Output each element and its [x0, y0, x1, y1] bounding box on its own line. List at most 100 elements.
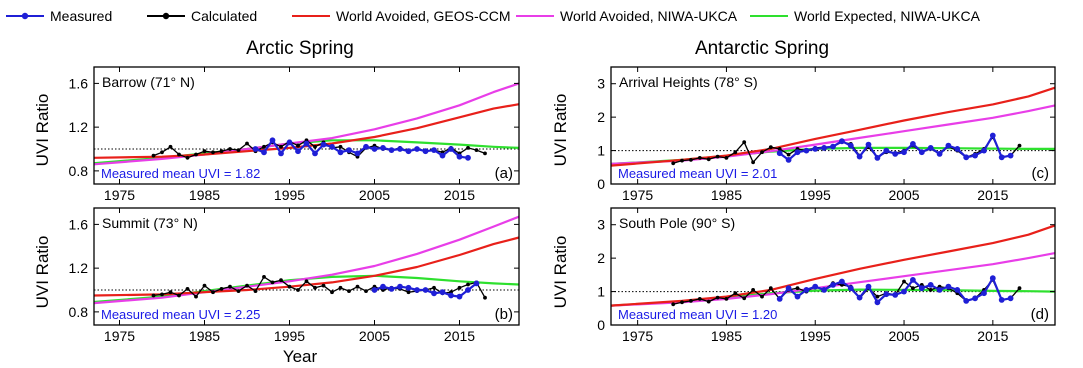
point-calculated: [338, 285, 343, 290]
point-calculated: [689, 299, 693, 303]
point-measured: [812, 283, 819, 290]
point-measured: [989, 275, 996, 282]
point-measured: [821, 145, 827, 151]
series-line-wa_geos: [93, 236, 520, 297]
ytick-label: 1.2: [69, 260, 89, 276]
point-measured: [972, 152, 978, 159]
point-measured: [465, 287, 471, 293]
ytick-label: 0.8: [69, 304, 89, 320]
point-measured: [431, 147, 437, 154]
point-calculated: [168, 144, 173, 149]
xtick-label: 2005: [888, 328, 919, 344]
point-calculated: [671, 161, 676, 166]
panel-letter: (d): [1031, 306, 1049, 323]
mean-uvi-label: Measured mean UVI = 1.82: [101, 166, 260, 181]
point-calculated: [313, 285, 317, 290]
point-calculated: [760, 150, 764, 155]
column-title-left: Arctic Spring: [246, 38, 354, 59]
ytick-label: 1.6: [69, 216, 89, 232]
point-calculated: [347, 289, 351, 293]
site-label: South Pole (90° S): [619, 215, 735, 231]
series-line-wa_geos: [610, 86, 1056, 167]
mean-uvi-label: Measured mean UVI = 2.25: [101, 307, 260, 322]
legend-marker-measured: [21, 12, 29, 20]
xtick-label: 1985: [189, 187, 220, 203]
point-calculated: [466, 146, 470, 150]
point-measured: [303, 140, 310, 147]
point-measured: [954, 146, 961, 152]
point-measured: [918, 149, 925, 156]
point-calculated: [742, 140, 747, 145]
ytick-label: 1: [597, 284, 605, 300]
ytick-label: 2: [597, 250, 605, 266]
point-measured: [405, 148, 412, 155]
legend-label-measured: Measured: [50, 8, 112, 24]
point-calculated: [751, 160, 755, 165]
point-measured: [414, 287, 420, 293]
point-measured: [989, 132, 996, 139]
point-calculated: [786, 152, 791, 157]
point-measured: [363, 143, 369, 150]
point-calculated: [185, 155, 190, 160]
point-measured: [821, 287, 827, 293]
point-measured: [312, 150, 318, 157]
xtick-label: 1975: [104, 328, 135, 344]
point-measured: [261, 149, 267, 156]
point-measured: [998, 154, 1005, 161]
ytick-label: 3: [597, 217, 605, 233]
legend-label-wa_niwa: World Avoided, NIWA-UKCA: [560, 8, 738, 24]
point-measured: [874, 155, 881, 161]
point-calculated: [680, 300, 684, 305]
point-measured: [856, 153, 863, 160]
point-measured: [414, 146, 420, 152]
point-measured: [945, 283, 952, 290]
series-line-calculated: [153, 276, 486, 299]
point-calculated: [689, 158, 693, 162]
point-measured: [910, 277, 916, 283]
point-calculated: [338, 144, 343, 149]
xtick-label: 1985: [189, 328, 220, 344]
point-calculated: [211, 290, 215, 295]
point-calculated: [1017, 286, 1022, 291]
point-measured: [295, 148, 301, 155]
point-calculated: [236, 289, 241, 293]
plot-frame: [610, 207, 1056, 326]
xtick-label: 2015: [977, 187, 1008, 203]
point-calculated: [680, 158, 684, 163]
point-calculated: [330, 290, 334, 295]
point-measured: [329, 143, 335, 150]
ylabel-top-left: UVI Ratio: [33, 94, 52, 167]
point-calculated: [742, 296, 747, 301]
point-calculated: [245, 283, 249, 288]
point-calculated: [228, 284, 232, 289]
point-measured: [388, 286, 395, 292]
point-measured: [252, 146, 259, 152]
xtick-label: 1995: [274, 328, 305, 344]
point-measured: [320, 141, 327, 148]
ytick-label: 0: [597, 176, 605, 192]
point-calculated: [406, 290, 411, 295]
point-calculated: [160, 150, 164, 155]
xlabel-left: Year: [283, 347, 318, 366]
point-measured: [847, 142, 854, 149]
point-calculated: [697, 297, 702, 301]
site-label: Barrow (71° N): [102, 74, 195, 90]
point-measured: [448, 146, 454, 152]
point-calculated: [795, 286, 800, 291]
point-calculated: [777, 147, 782, 151]
point-measured: [785, 285, 792, 292]
point-measured: [431, 290, 437, 297]
point-measured: [927, 282, 934, 288]
point-calculated: [202, 149, 207, 154]
xtick-label: 1975: [104, 187, 135, 203]
point-calculated: [177, 293, 181, 298]
point-measured: [839, 138, 845, 145]
point-measured: [439, 152, 446, 159]
panel-d: 0 1 2 3 1975 1985 1995 2005 2015 South Pole (90° …: [597, 207, 1056, 344]
legend-item-we_niwa: World Expected, NIWA-UKCA: [750, 8, 981, 24]
point-measured: [278, 150, 284, 157]
point-measured: [397, 283, 403, 290]
xtick-label: 1995: [800, 187, 831, 203]
point-measured: [892, 151, 899, 157]
